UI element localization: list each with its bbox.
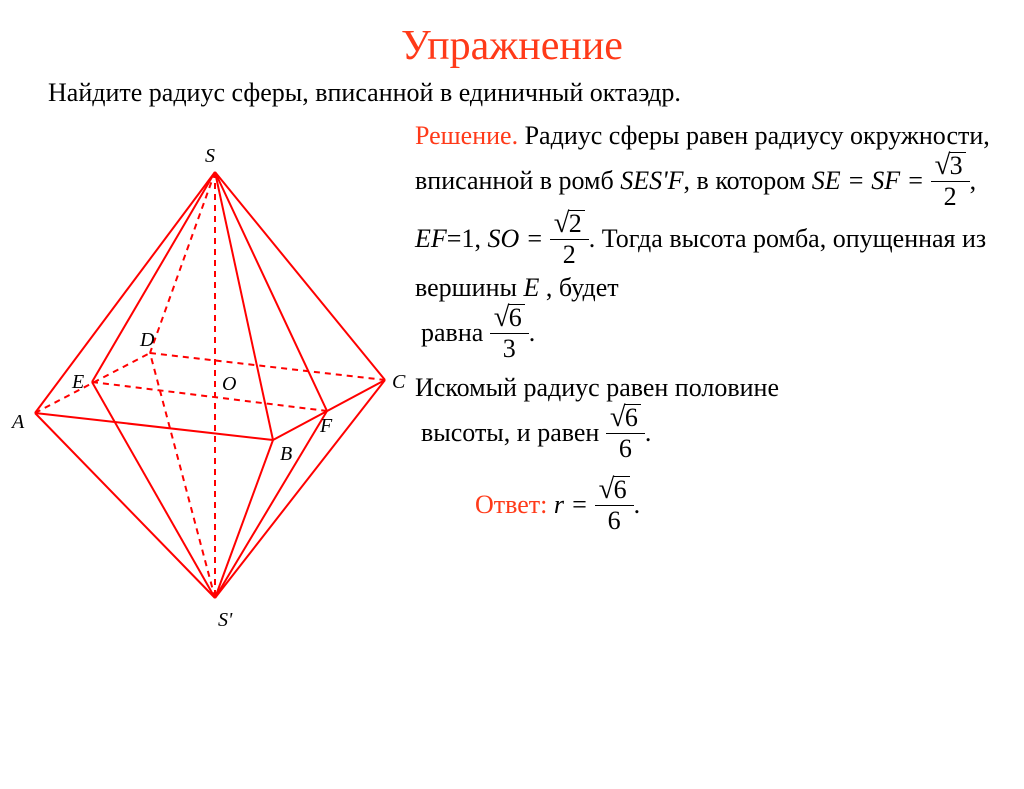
solution-lead: Решение.: [415, 121, 518, 150]
frac-radius: 66: [606, 404, 645, 462]
label-O: O: [222, 373, 236, 395]
label-D: D: [139, 329, 155, 351]
solution-p1: Решение. Радиус сферы равен радиусу окру…: [415, 118, 994, 212]
frac-answer: 66: [595, 476, 634, 534]
solution-p5: высоты, и равен 66.: [421, 406, 994, 464]
diagram-container: S S' A B C D E F O: [0, 108, 415, 653]
solution-p4: Искомый радиус равен половине: [415, 370, 994, 406]
answer-label: Ответ:: [475, 490, 547, 519]
answer-lhs: r =: [554, 490, 595, 519]
label-A: A: [10, 411, 25, 433]
solution-p3: равна 63.: [421, 306, 994, 364]
title-text: Упражнение: [401, 23, 623, 69]
problem-statement: Найдите радиус сферы, вписанной в единич…: [48, 78, 984, 108]
label-B: B: [280, 443, 292, 465]
solution-p2: EF=1, SO = 22. Тогда высота ромба, опуще…: [415, 212, 994, 306]
octahedron-diagram: S S' A B C D E F O: [0, 128, 415, 648]
solution-text: Решение. Радиус сферы равен радиусу окру…: [415, 108, 1024, 536]
content-row: S S' A B C D E F O Решение. Радиус сферы…: [0, 108, 1024, 653]
frac-height: 63: [490, 304, 529, 362]
label-C: C: [392, 371, 406, 393]
label-Sp: S': [218, 609, 233, 631]
label-E: E: [71, 371, 84, 393]
answer-line: Ответ: r = 66.: [475, 478, 994, 536]
label-S: S: [205, 145, 215, 167]
label-F: F: [319, 415, 333, 437]
page-title: Упражнение: [0, 22, 1024, 70]
frac-so: 22: [550, 210, 589, 268]
frac-se-sf: 32: [931, 152, 970, 210]
